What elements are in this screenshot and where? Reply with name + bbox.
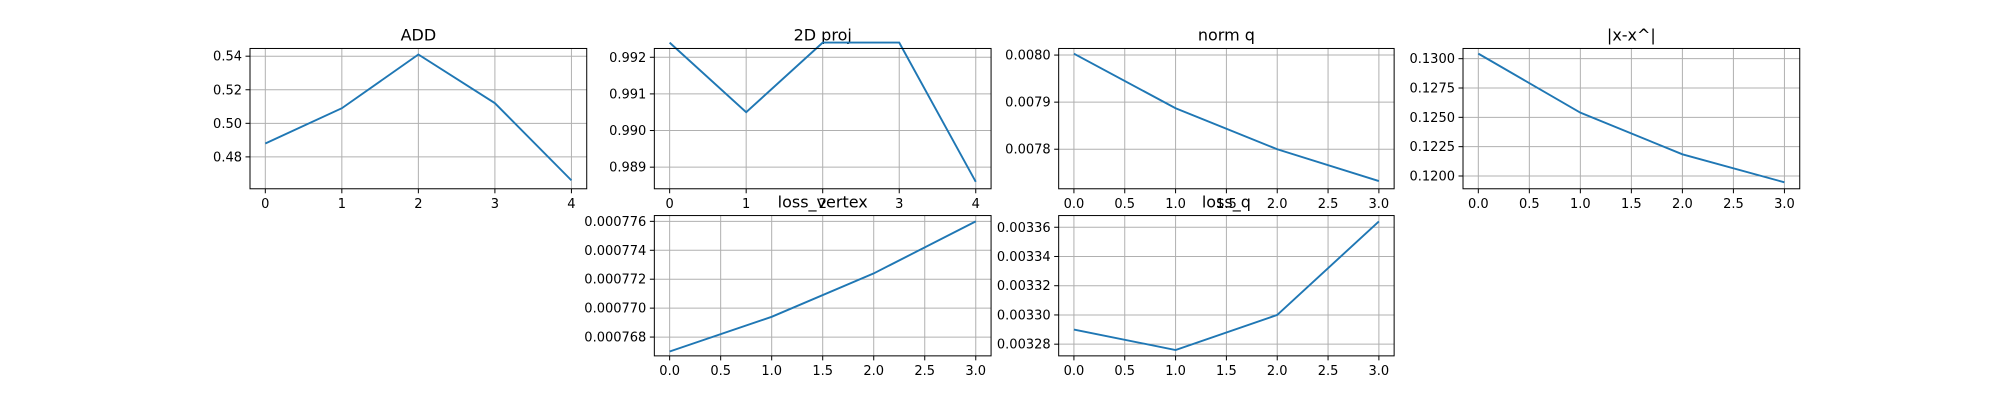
y-tick-label: 0.000768 bbox=[584, 331, 646, 346]
x-tick-label: 1.0 bbox=[1165, 364, 1186, 379]
data-line bbox=[264, 53, 573, 182]
data-line bbox=[1073, 220, 1380, 352]
x-tick-label: 0.0 bbox=[1468, 197, 1489, 212]
y-tick-label: 0.54 bbox=[213, 50, 242, 65]
x-tick-label: 2 bbox=[414, 197, 422, 212]
y-tick-label: 0.000774 bbox=[584, 244, 646, 259]
y-tick-label: 0.000776 bbox=[584, 215, 646, 230]
x-tick-label: 4 bbox=[972, 197, 980, 212]
x-tick-label: 1.5 bbox=[1216, 364, 1237, 379]
x-tick-label: 1.0 bbox=[1570, 197, 1591, 212]
axes-frame bbox=[1462, 47, 1801, 190]
x-tick-label: 2.5 bbox=[914, 364, 935, 379]
x-tick-label: 2.5 bbox=[1723, 197, 1744, 212]
x-tick-label: 2.0 bbox=[1267, 364, 1288, 379]
x-tick-label: 2.5 bbox=[1318, 364, 1339, 379]
x-tick-label: 2.5 bbox=[1318, 197, 1339, 212]
chart-title: loss_vertex bbox=[778, 193, 868, 213]
y-tick-label: 0.00334 bbox=[997, 250, 1051, 265]
y-tick-label: 0.000770 bbox=[584, 302, 646, 317]
x-tick-label: 2 bbox=[819, 197, 827, 212]
x-tick-label: 0.5 bbox=[1114, 364, 1135, 379]
x-tick-label: 0.0 bbox=[659, 364, 680, 379]
y-tick-label: 0.1225 bbox=[1410, 140, 1456, 155]
x-tick-label: 3.0 bbox=[1369, 364, 1390, 379]
chart-title: |x-x^| bbox=[1607, 25, 1656, 44]
y-tick-label: 0.991 bbox=[609, 87, 646, 102]
y-tick-label: 0.48 bbox=[213, 150, 242, 165]
x-tick-label: 0.0 bbox=[1064, 197, 1085, 212]
y-tick-label: 0.00336 bbox=[997, 221, 1051, 236]
subplot: ADD 0.48 0.50 0.52 0.54 0 1 2 3 4 bbox=[213, 25, 588, 212]
chart-title: ADD bbox=[401, 25, 437, 44]
x-tick-label: 1 bbox=[338, 197, 346, 212]
x-tick-label: 1.5 bbox=[1621, 197, 1642, 212]
x-tick-label: 1.5 bbox=[812, 364, 833, 379]
x-tick-label: 2.0 bbox=[863, 364, 884, 379]
x-tick-label: 0 bbox=[261, 197, 269, 212]
y-tick-label: 0.0079 bbox=[1005, 96, 1051, 111]
subplot: loss_q 0.00328 0.00330 0.00332 0.00334 0.0033… bbox=[997, 193, 1395, 379]
data-line bbox=[669, 41, 977, 183]
y-tick-label: 0.00328 bbox=[997, 338, 1051, 353]
x-tick-label: 0.5 bbox=[1114, 197, 1135, 212]
x-tick-label: 2.0 bbox=[1672, 197, 1693, 212]
y-tick-label: 0.0080 bbox=[1005, 49, 1051, 64]
y-tick-label: 0.50 bbox=[213, 117, 242, 132]
chart-title: norm q bbox=[1198, 25, 1255, 44]
y-tick-label: 0.00332 bbox=[997, 279, 1051, 294]
subplot: 2D proj 0.989 0.990 0.991 0.992 0 1 2 3 4 bbox=[609, 25, 992, 212]
y-tick-label: 0.000772 bbox=[584, 273, 646, 288]
x-tick-label: 1 bbox=[742, 197, 750, 212]
x-tick-label: 1.0 bbox=[1165, 197, 1186, 212]
subplot: loss_vertex0.0007680.0007700.0007720.000… bbox=[584, 193, 992, 379]
x-tick-label: 3.0 bbox=[965, 364, 986, 379]
data-line bbox=[1073, 52, 1380, 182]
subplot: norm q 0.0078 0.0079 0.0080 0.0 0.5 1.0 1.5 2.0 2… bbox=[1005, 25, 1395, 212]
y-tick-label: 0.1200 bbox=[1410, 169, 1456, 184]
x-tick-label: 1.0 bbox=[761, 364, 782, 379]
subplot: |x-x^| 0.1200 0.1225 0.1250 0.1275 0.1300 0.0 0… bbox=[1410, 25, 1801, 212]
x-tick-label: 0 bbox=[666, 197, 674, 212]
y-tick-label: 0.1250 bbox=[1410, 111, 1456, 126]
y-tick-label: 0.0078 bbox=[1005, 143, 1051, 158]
data-line bbox=[669, 220, 977, 353]
chart-title: loss_q bbox=[1202, 193, 1251, 213]
data-line bbox=[1477, 52, 1785, 184]
axes-frame bbox=[249, 47, 588, 190]
x-tick-label: 3.0 bbox=[1369, 197, 1390, 212]
chart-title: 2D proj bbox=[794, 25, 852, 44]
x-tick-label: 0.0 bbox=[1064, 364, 1085, 379]
x-tick-label: 3 bbox=[895, 197, 903, 212]
axes-frame bbox=[1058, 215, 1395, 357]
axes-frame bbox=[1058, 47, 1395, 190]
y-tick-label: 0.992 bbox=[609, 51, 646, 66]
y-tick-label: 0.1275 bbox=[1410, 82, 1456, 97]
y-tick-label: 0.1300 bbox=[1410, 52, 1456, 67]
x-tick-label: 4 bbox=[567, 197, 575, 212]
axes-frame bbox=[653, 215, 992, 357]
y-tick-label: 0.52 bbox=[213, 83, 242, 98]
x-tick-label: 3.0 bbox=[1774, 197, 1795, 212]
x-tick-label: 1.5 bbox=[1216, 197, 1237, 212]
y-tick-label: 0.989 bbox=[609, 161, 646, 176]
y-tick-label: 0.00330 bbox=[997, 308, 1051, 323]
x-tick-label: 0.5 bbox=[710, 364, 731, 379]
y-tick-label: 0.990 bbox=[609, 124, 646, 139]
x-tick-label: 0.5 bbox=[1519, 197, 1540, 212]
x-tick-label: 3 bbox=[491, 197, 499, 212]
x-tick-label: 2.0 bbox=[1267, 197, 1288, 212]
axes-frame bbox=[653, 47, 992, 190]
